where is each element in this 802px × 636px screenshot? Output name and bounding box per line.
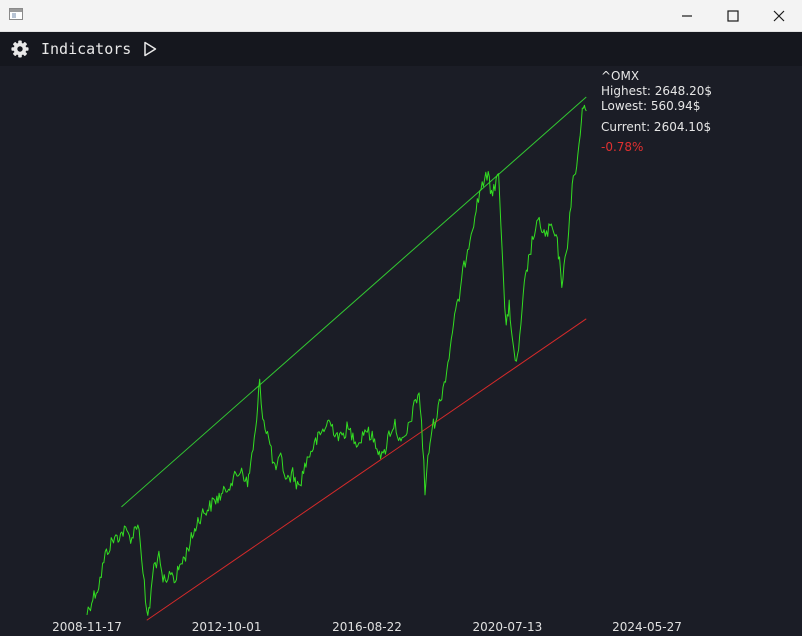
lowest-label: Lowest: 560.94$ [601, 99, 701, 113]
x-tick-label: 2020-07-13 [472, 620, 542, 632]
chart-canvas[interactable]: 2008-11-17 2012-10-01 2016-08-22 2020-07-13… [0, 66, 802, 634]
gear-icon[interactable] [11, 40, 29, 58]
x-tick-label: 2008-11-17 [52, 620, 122, 632]
indicators-button[interactable]: Indicators [41, 40, 132, 58]
close-button[interactable] [756, 0, 802, 31]
x-tick-label: 2024-05-27 [612, 620, 682, 632]
x-tick-label: 2016-08-22 [332, 620, 402, 632]
toolbar: Indicators [0, 32, 802, 66]
maximize-button[interactable] [710, 0, 756, 31]
lower-trendline [146, 318, 587, 621]
highest-label: Highest: 2648.20$ [601, 84, 713, 98]
minimize-icon [682, 14, 692, 17]
x-tick-label: 2012-10-01 [192, 620, 262, 632]
change-label: -0.78% [601, 140, 644, 154]
minimize-button[interactable] [664, 0, 710, 31]
app-window-icon [9, 8, 23, 20]
symbol-label: ^OMX [601, 69, 640, 83]
upper-trendline [121, 96, 587, 508]
maximize-icon [727, 9, 739, 22]
price-series-line [86, 104, 587, 616]
close-icon [773, 10, 785, 21]
title-bar [0, 0, 802, 32]
price-chart[interactable]: 2008-11-17 2012-10-01 2016-08-22 2020-07-13… [0, 66, 802, 634]
current-label: Current: 2604.10$ [601, 120, 712, 134]
play-icon[interactable] [143, 41, 157, 57]
